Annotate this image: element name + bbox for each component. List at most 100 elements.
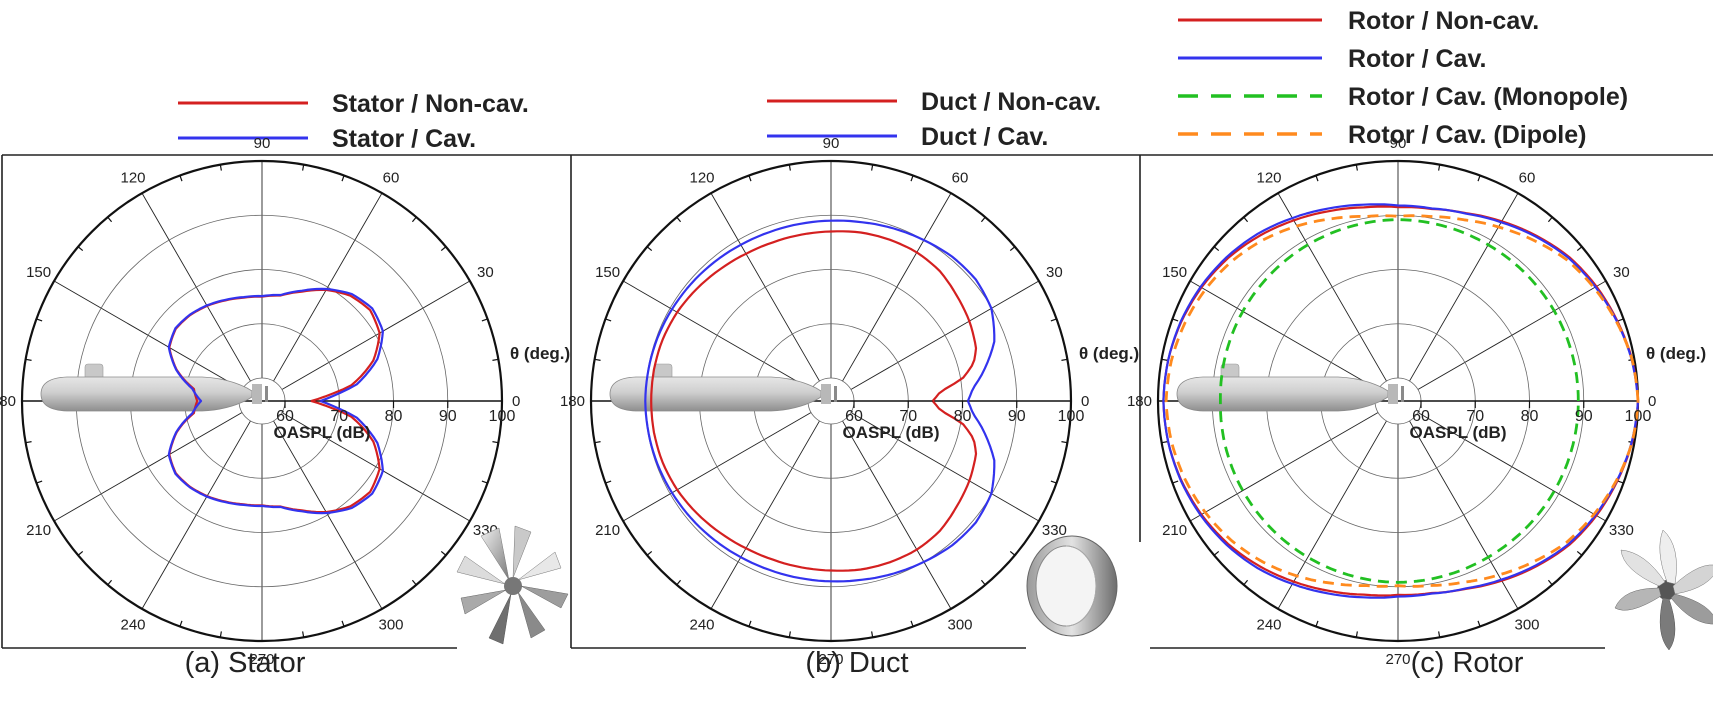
minor-tick	[36, 318, 43, 322]
radial-tick-label-100: 100	[1058, 408, 1085, 425]
minor-tick	[1061, 358, 1068, 361]
radial-tick-label-80: 80	[1521, 408, 1539, 425]
angle-tick-label-30: 30	[1046, 264, 1063, 281]
angle-tick-label-270: 270	[818, 651, 843, 668]
angle-tick-label-210: 210	[1162, 522, 1187, 539]
legend-label-stator-noncav: Stator / Non-cav.	[332, 90, 529, 118]
angle-tick-label-330: 330	[1042, 522, 1067, 539]
angle-tick-label-180: 180	[0, 393, 16, 410]
polar-plot-stator: 0306090120150180210240270300330607080901…	[0, 135, 570, 668]
minor-tick	[980, 216, 986, 223]
minor-tick	[646, 550, 653, 556]
legend-label-rotor-dipole: Rotor / Cav. (Dipole)	[1348, 121, 1586, 149]
minor-tick	[1050, 318, 1057, 322]
angle-tick-label-270: 270	[1385, 651, 1410, 668]
minor-tick	[1576, 550, 1583, 556]
minor-tick	[440, 550, 447, 556]
angle-tick-label-120: 120	[1256, 170, 1281, 187]
minor-tick	[1355, 631, 1358, 638]
radial-tick-label-90: 90	[439, 408, 457, 425]
legend-stator: Stator / Non-cav. Stator / Cav.	[178, 90, 529, 153]
legend-label-rotor-noncav: Rotor / Non-cav.	[1348, 7, 1539, 35]
radial-tick-label-70: 70	[1466, 408, 1484, 425]
minor-tick	[676, 216, 682, 223]
polar-plot-rotor: 0 30 60 90 120 150 180 210 240 270 300 330 60 70 80 90 1…	[1127, 135, 1706, 668]
legend-rotor: Rotor / Non-cav. Rotor / Cav. Rotor / Ca…	[1178, 7, 1628, 149]
minor-tick	[1061, 441, 1068, 444]
minor-tick	[605, 480, 612, 484]
submarine-hull-icon	[609, 363, 838, 412]
legend-label-duct-cav: Duct / Cav.	[921, 123, 1048, 151]
minor-tick	[1547, 579, 1553, 586]
minor-tick	[594, 358, 601, 361]
angle-tick-label-180: 180	[1127, 393, 1152, 410]
angle-tick-label-90: 90	[254, 135, 271, 152]
minor-tick	[910, 620, 914, 627]
angle-tick-label-120: 120	[689, 170, 714, 187]
angle-tick-label-90: 90	[823, 135, 840, 152]
angle-tick-label-300: 300	[378, 616, 403, 633]
series-line-duct-non-cav	[650, 230, 978, 572]
stator-icon	[456, 525, 569, 645]
rotor-icon	[1614, 529, 1713, 651]
minor-tick	[676, 579, 682, 586]
angle-tick-label-300: 300	[947, 616, 972, 633]
minor-tick	[77, 550, 84, 556]
radial-tick-label-60: 60	[845, 408, 863, 425]
minor-tick	[1243, 216, 1249, 223]
minor-tick	[341, 175, 345, 182]
minor-tick	[1438, 631, 1441, 638]
radial-tick-label-90: 90	[1008, 408, 1026, 425]
minor-tick	[341, 620, 345, 627]
minor-tick	[25, 441, 32, 444]
minor-tick	[179, 175, 183, 182]
minor-tick	[1355, 164, 1358, 171]
radial-tick-label-80: 80	[954, 408, 972, 425]
angle-tick-label-60: 60	[383, 170, 400, 187]
angle-tick-label-150: 150	[1162, 264, 1187, 281]
radial-tick-label-70: 70	[899, 408, 917, 425]
radial-tick-label-90: 90	[1575, 408, 1593, 425]
minor-tick	[411, 216, 417, 223]
angle-tick-label-60: 60	[952, 170, 969, 187]
legend-label-stator-cav: Stator / Cav.	[332, 125, 476, 153]
caption-rotor: (c) Rotor	[1411, 647, 1524, 679]
minor-tick	[492, 441, 499, 444]
angle-tick-label-270: 270	[249, 651, 274, 668]
angle-tick-label-0: 0	[512, 393, 520, 410]
minor-tick	[1547, 216, 1553, 223]
legend-duct: Duct / Non-cav. Duct / Cav.	[767, 88, 1101, 151]
angle-tick-label-150: 150	[26, 264, 51, 281]
minor-tick	[871, 164, 874, 171]
minor-tick	[1213, 550, 1220, 556]
minor-tick	[605, 318, 612, 322]
angular-axis-label: θ (deg.)	[1646, 344, 1706, 363]
minor-tick	[481, 318, 488, 322]
minor-tick	[748, 620, 752, 627]
minor-tick	[440, 246, 447, 252]
angle-tick-label-240: 240	[120, 616, 145, 633]
angle-tick-label-210: 210	[595, 522, 620, 539]
minor-tick	[980, 579, 986, 586]
radial-tick-label-100: 100	[489, 408, 516, 425]
minor-tick	[36, 480, 43, 484]
minor-tick	[1315, 175, 1319, 182]
angle-tick-label-60: 60	[1519, 170, 1536, 187]
minor-tick	[1213, 246, 1220, 252]
angle-tick-label-0: 0	[1081, 393, 1089, 410]
angle-tick-label-180: 180	[560, 393, 585, 410]
angle-tick-label-30: 30	[477, 264, 494, 281]
series-line-rotor-cav	[1162, 203, 1640, 599]
radial-tick-label-70: 70	[330, 408, 348, 425]
minor-tick	[1477, 620, 1481, 627]
radial-axis-label: OASPL (dB)	[843, 423, 940, 442]
radial-axis-label: OASPL (dB)	[1410, 423, 1507, 442]
angle-tick-label-240: 240	[1256, 616, 1281, 633]
minor-tick	[1050, 480, 1057, 484]
angle-tick-label-90: 90	[1390, 135, 1407, 152]
minor-tick	[1009, 550, 1016, 556]
radial-tick-label-60: 60	[276, 408, 294, 425]
minor-tick	[788, 164, 791, 171]
angle-tick-label-330: 330	[1609, 522, 1634, 539]
